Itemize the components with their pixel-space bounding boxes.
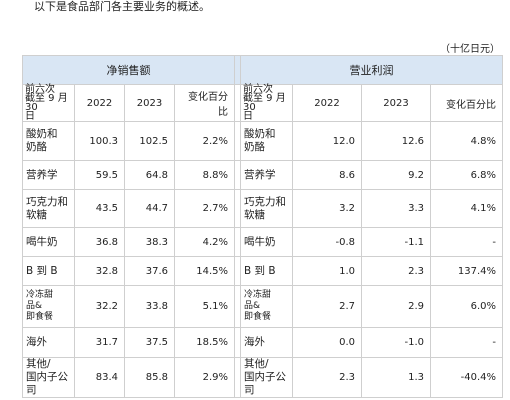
sales-2022-value: 32.8: [74, 256, 125, 286]
group-spacer: [234, 357, 241, 398]
sales-2022-value: 36.8: [74, 227, 125, 257]
op-change-value: -: [430, 227, 503, 257]
op-2023-value: 1.3: [361, 357, 431, 398]
op-change-value: -40.4%: [430, 357, 503, 398]
table-row: 其他/国内子公司 83.4 85.8 2.9% 其他/国内子公司 2.3 1.3 -40.4%: [22, 357, 503, 398]
sales-change-value: 5.1%: [174, 285, 235, 328]
sales-2023-value: 33.8: [124, 285, 175, 328]
segment-results-table: 净销售额 营业利润 前六次 截至 9 月 30 日 2022 2023 变化百分比 …: [22, 55, 503, 398]
op-2023-value: 2.3: [361, 256, 431, 286]
op-year-2023-header: 2023: [361, 84, 431, 122]
op-change-header: 变化百分比: [430, 84, 503, 122]
op-2023-value: -1.0: [361, 327, 431, 358]
op-segment-name: 冷冻甜 品& 即食餐: [240, 285, 293, 328]
op-change-value: -: [430, 327, 503, 358]
sales-2023-value: 44.7: [124, 189, 175, 228]
op-segment-name: 营养学: [240, 160, 293, 190]
sales-change-value: 2.2%: [174, 121, 235, 161]
sales-2023-value: 85.8: [124, 357, 175, 398]
sales-2023-value: 38.3: [124, 227, 175, 257]
sales-2023-value: 102.5: [124, 121, 175, 161]
op-2022-value: 2.7: [292, 285, 362, 328]
op-2022-value: 12.0: [292, 121, 362, 161]
sales-2022-value: 100.3: [74, 121, 125, 161]
sales-2022-value: 31.7: [74, 327, 125, 358]
sales-2022-value: 43.5: [74, 189, 125, 228]
unit-label: （十亿日元）: [440, 44, 500, 55]
op-year-2022-header: 2022: [292, 84, 362, 122]
sales-change-value: 14.5%: [174, 256, 235, 286]
sales-2023-value: 64.8: [124, 160, 175, 190]
net-sales-header: 净销售额: [22, 55, 235, 85]
sales-2023-value: 37.6: [124, 256, 175, 286]
table-row: 巧克力和 软糖 43.5 44.7 2.7% 巧克力和 软糖 3.2 3.3 4.1%: [22, 189, 503, 228]
sales-2022-value: 83.4: [74, 357, 125, 398]
segment-name: 冷冻甜 品& 即食餐: [22, 285, 75, 328]
segment-name: B 到 B: [22, 256, 75, 286]
sales-year-2023-header: 2023: [124, 84, 175, 122]
segment-name: 营养学: [22, 160, 75, 190]
op-2022-value: 2.3: [292, 357, 362, 398]
op-change-value: 4.1%: [430, 189, 503, 228]
segment-name: 巧克力和 软糖: [22, 189, 75, 228]
sales-2023-value: 37.5: [124, 327, 175, 358]
intro-text: 以下是食品部门各主要业务的概述。: [34, 0, 210, 13]
segment-name: 酸奶和 奶酪: [22, 121, 75, 161]
sales-2022-value: 59.5: [74, 160, 125, 190]
op-2023-value: 3.3: [361, 189, 431, 228]
op-change-value: 6.0%: [430, 285, 503, 328]
table-row: 喝牛奶 36.8 38.3 4.2% 喝牛奶 -0.8 -1.1-: [22, 227, 503, 257]
op-2023-value: 2.9: [361, 285, 431, 328]
sales-change-header: 变化百分比: [174, 84, 235, 122]
op-segment-name: 喝牛奶: [240, 227, 293, 257]
table-row: 营养学 59.5 64.8 8.8% 营养学 8.6 9.2 6.8%: [22, 160, 503, 190]
table-row: 冷冻甜 品& 即食餐 32.2 33.8 5.1% 冷冻甜 品& 即食餐 2.7 2.9 6.0%: [22, 285, 503, 328]
segment-name: 其他/国内子公司: [22, 357, 75, 398]
period-label: 前六次 截至 9 月 30 日: [240, 84, 293, 122]
op-change-value: 4.8%: [430, 121, 503, 161]
period-label: 前六次 截至 9 月 30 日: [22, 84, 75, 122]
op-segment-name: 海外: [240, 327, 293, 358]
op-2022-value: 3.2: [292, 189, 362, 228]
sales-change-value: 2.7%: [174, 189, 235, 228]
sales-2022-value: 32.2: [74, 285, 125, 328]
operating-profit-header: 营业利润: [240, 55, 503, 85]
op-change-value: 6.8%: [430, 160, 503, 190]
sales-change-value: 8.8%: [174, 160, 235, 190]
op-segment-name: 酸奶和 奶酪: [240, 121, 293, 161]
table-row: 海外 31.7 37.5 18.5% 海外 0.0 -1.0-: [22, 327, 503, 358]
sales-change-value: 2.9%: [174, 357, 235, 398]
op-change-value: 137.4%: [430, 256, 503, 286]
segment-name: 海外: [22, 327, 75, 358]
op-2023-value: 9.2: [361, 160, 431, 190]
sales-change-value: 4.2%: [174, 227, 235, 257]
op-2022-value: 8.6: [292, 160, 362, 190]
op-2022-value: 1.0: [292, 256, 362, 286]
table-row: B 到 B 32.8 37.6 14.5% B 到 B 1.0 2.3 137.4%: [22, 256, 503, 286]
op-segment-name: B 到 B: [240, 256, 293, 286]
sales-change-value: 18.5%: [174, 327, 235, 358]
sales-year-2022-header: 2022: [74, 84, 125, 122]
segment-name: 喝牛奶: [22, 227, 75, 257]
table-row: 酸奶和 奶酪 100.3 102.5 2.2% 酸奶和 奶酪 12.0 12.6 4.8%: [22, 121, 503, 161]
op-segment-name: 其他/国内子公司: [240, 357, 293, 398]
op-2022-value: -0.8: [292, 227, 362, 257]
op-2023-value: -1.1: [361, 227, 431, 257]
op-2023-value: 12.6: [361, 121, 431, 161]
op-2022-value: 0.0: [292, 327, 362, 358]
op-segment-name: 巧克力和 软糖: [240, 189, 293, 228]
